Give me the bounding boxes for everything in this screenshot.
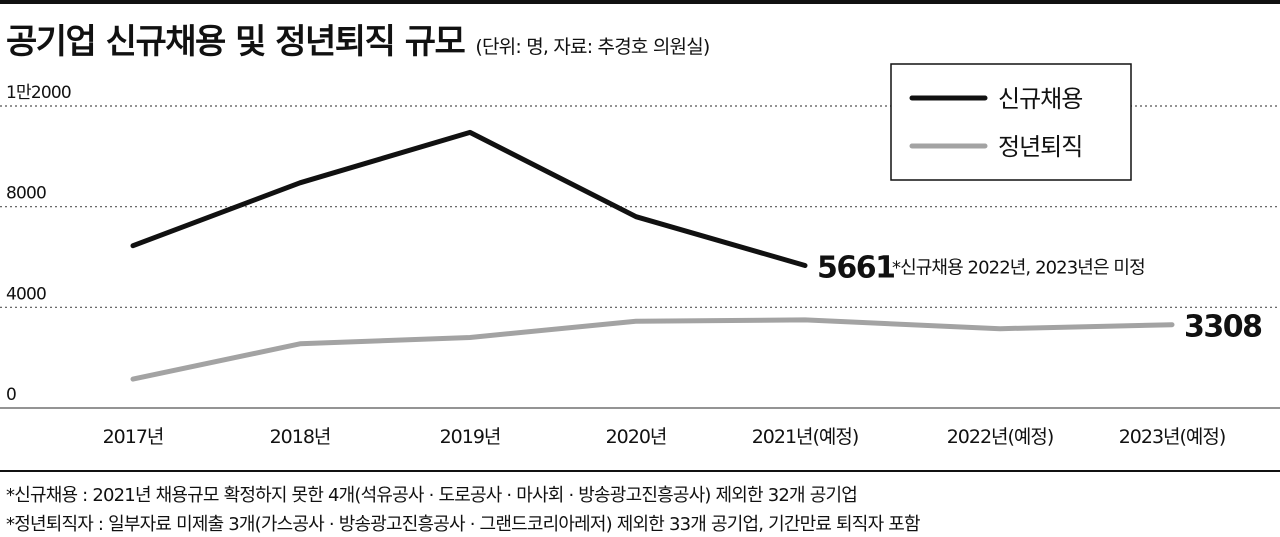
series-line-1 — [130, 317, 1175, 382]
y-tick-label: 8000 — [6, 184, 46, 204]
chart-title: 공기업 신규채용 및 정년퇴직 규모 — [6, 22, 466, 62]
y-tick-label: 1만2000 — [6, 83, 71, 103]
x-tick-label: 2020년 — [606, 426, 667, 448]
y-tick-label: 4000 — [6, 284, 46, 304]
footnote-retirement: *정년퇴직자 : 일부자료 미제출 3개(가스공사 · 방송광고진흥공사 · 그… — [6, 514, 921, 535]
legend-box — [890, 63, 1132, 181]
chart-subtitle: (단위: 명, 자료: 추경호 의원실) — [475, 36, 710, 58]
footnote-separator — [0, 470, 1280, 472]
x-tick-label: 2021년(예정) — [752, 426, 859, 448]
annotation-text: *신규채용 2022년, 2023년은 미정 — [892, 258, 1145, 279]
title-row: 공기업 신규채용 및 정년퇴직 규모 (단위: 명, 자료: 추경호 의원실) — [6, 14, 710, 63]
x-tick-label: 2018년 — [270, 426, 331, 448]
y-tick-label: 0 — [6, 385, 16, 405]
x-tick-label: 2023년(예정) — [1119, 426, 1226, 448]
x-tick-label: 2019년 — [440, 426, 501, 448]
footnote-hiring: *신규채용 : 2021년 채용규모 확정하지 못한 4개(석유공사 · 도로공… — [6, 485, 858, 506]
x-tick-label: 2017년 — [103, 426, 164, 448]
series-end-label: 5661 — [817, 251, 895, 286]
line-chart: 0 4000 8000 1만2000 2017년 2018년 2019년 2020년 2021년… — [0, 63, 1280, 448]
legend-entry: 신규채용 — [998, 85, 1082, 113]
x-tick-label: 2022년(예정) — [947, 426, 1054, 448]
legend-entry: 정년퇴직 — [998, 133, 1082, 161]
series-end-label: 3308 — [1184, 310, 1262, 345]
series-line-0 — [130, 129, 808, 268]
top-rule — [0, 0, 1280, 4]
